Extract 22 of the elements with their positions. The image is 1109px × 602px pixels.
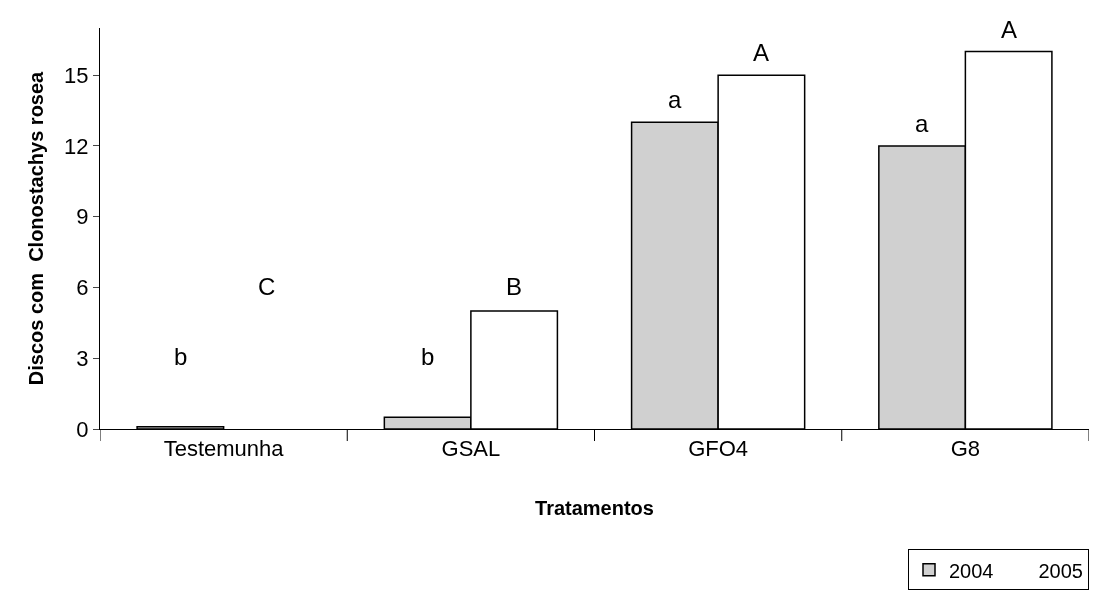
y-tick-label: 12 xyxy=(64,133,89,159)
x-tick-label: GSAL xyxy=(441,436,501,462)
annotation: C xyxy=(258,273,276,300)
annotation: B xyxy=(506,273,523,300)
y-tick-label: 3 xyxy=(76,345,89,371)
text: 2005 xyxy=(1038,559,1083,582)
annotation: A xyxy=(1001,16,1018,43)
x-axis-title: Tratamentos xyxy=(535,496,654,519)
y-tick-label: 0 xyxy=(76,416,89,442)
x-tick-label: GFO4 xyxy=(688,436,749,462)
annotation: A xyxy=(753,39,770,66)
x-tick-label: Testemunha xyxy=(163,436,285,462)
annotation: a xyxy=(915,110,929,137)
y-tick-label: 15 xyxy=(64,62,89,88)
annotation: a xyxy=(668,86,682,113)
y-tick-label: 9 xyxy=(76,204,89,230)
annotation: b xyxy=(174,343,188,370)
annotation: b xyxy=(421,343,435,370)
legend-label: 2004 xyxy=(949,559,994,582)
x-tick-label: G8 xyxy=(950,436,981,462)
y-axis-title: Discos com Clonostachys rosea xyxy=(24,70,47,386)
y-tick-label: 6 xyxy=(76,275,89,301)
